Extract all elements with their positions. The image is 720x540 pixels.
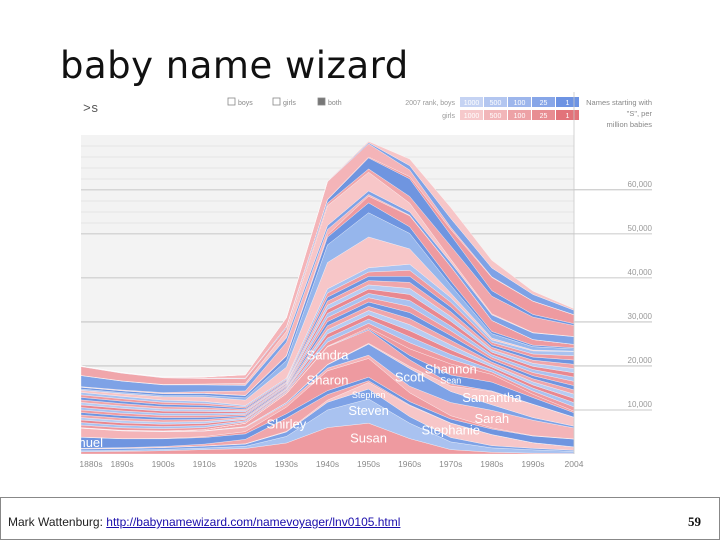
rank-cell-boys [508,97,531,107]
series-label-sarah: Sarah [474,411,509,426]
rank-cell-boys-label: 1000 [464,100,480,107]
series-label-stephanie: Stephanie [421,422,480,437]
y-axis-label: Names starting with "S", per million babie… [586,98,652,129]
rank-cell-boys-label: 1 [566,100,570,107]
control-label-girls: girls [283,100,296,107]
rank-cell-girls-label: 1000 [464,113,480,120]
x-tick-label-1970s: 1970s [439,459,462,469]
series-label-sean: Sean [440,375,461,385]
series-label-scott: Scott [395,369,425,384]
rank-cell-boys-label: 100 [514,100,526,107]
slide-title: baby name wizard [60,44,409,87]
page-number: 59 [688,514,701,529]
y-tick-label-60000: 60,000 [628,180,653,189]
y-tick-label-10000: 10,000 [628,400,653,409]
rank-cell-girls-label: 100 [514,113,526,120]
footer-author: Mark Wattenburg: [8,515,107,529]
x-tick-label-2004: 2004 [565,459,584,469]
rank-cell-boys [556,97,579,107]
x-tick-label-1940s: 1940s [316,459,339,469]
y-tick-label-40000: 40,000 [628,268,653,277]
x-tick-label-1950s: 1950s [357,459,380,469]
checkbox-boys [227,97,236,106]
rank-cell-boys-label: 25 [540,100,548,107]
checkbox-both [317,97,326,106]
footer-credit: Mark Wattenburg: http://babynamewizard.c… [8,515,400,529]
y-tick-label-20000: 20,000 [628,356,653,365]
control-label-boys: boys [238,100,253,107]
rank-cell-girls [532,110,555,120]
rank-cell-boys [484,97,507,107]
x-tick-label-1900s: 1900s [152,459,175,469]
x-tick-label-1930s: 1930s [275,459,298,469]
rank-cell-boys-label: 500 [490,100,502,107]
rank-cell-girls [556,110,579,120]
x-tick-label-1880s: 1880s [79,459,102,469]
series-label-samantha: Samantha [462,390,522,405]
rank-cell-girls [460,110,483,120]
rank-label-girls: girls [442,113,455,120]
rank-cell-girls-label: 500 [490,113,502,120]
x-tick-label-1890s: 1890s [110,459,133,469]
x-tick-label-1910s: 1910s [193,459,216,469]
x-tick-label-1980s: 1980s [480,459,503,469]
series-label-steven: Steven [348,403,388,418]
y-tick-label-50000: 50,000 [628,224,653,233]
y-tick-label-30000: 30,000 [628,312,653,321]
rank-cell-boys [532,97,555,107]
rank-cell-boys [460,97,483,107]
rank-cell-girls [484,110,507,120]
name-voyager-chart: 10,000 20,000 30,000 40,000 50,000 60,000 Susa… [78,92,653,469]
x-tick-label-1990s: 1990s [521,459,544,469]
series-label-susan: Susan [350,431,387,446]
series-label-stephen: Stephen [352,390,386,400]
series-label-sharon: Sharon [307,373,349,388]
rank-cell-girls [508,110,531,120]
rank-cell-girls-label: 25 [540,113,548,120]
footer-bar: Mark Wattenburg: http://babynamewizard.c… [0,497,720,540]
series-label-shannon: Shannon [425,361,477,376]
control-label-both: both [328,100,342,107]
x-tick-label-1960s: 1960s [398,459,421,469]
x-tick-label-1920s: 1920s [234,459,257,469]
source-link[interactable]: http://babynamewizard.com/namevoyager/ln… [106,515,401,529]
query-input: >s [83,101,99,116]
series-label-shirley: Shirley [267,417,307,432]
rank-cell-girls-label: 1 [566,113,570,120]
rank-label-boys: 2007 rank, boys [405,100,455,107]
series-label-sandra: Sandra [307,348,350,363]
checkbox-girls [272,97,281,106]
series-label-samuel: Samuel [78,435,103,450]
